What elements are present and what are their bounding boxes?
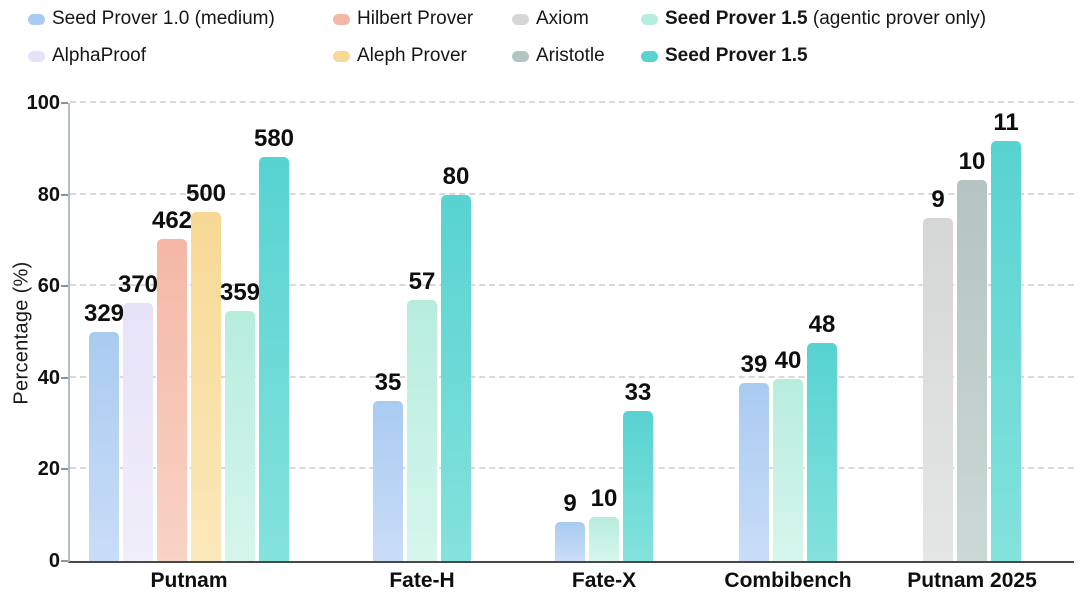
legend-label: Axiom: [536, 8, 589, 29]
legend-swatch-aristotle: [512, 51, 529, 62]
bar-value-label: 33: [624, 379, 652, 407]
gridline-100: [70, 101, 1074, 103]
x-category-label-combibench: Combibench: [724, 569, 852, 592]
bar-value-label: 80: [442, 162, 470, 190]
bar-value-label: 40: [774, 346, 802, 374]
legend-label: Aristotle: [536, 45, 605, 66]
legend-label: Hilbert Prover: [357, 8, 474, 29]
bar-value-label: 370: [117, 271, 159, 299]
bar-fate-h-seed15: [441, 194, 471, 561]
x-category-label-fate-h: Fate-H: [389, 569, 455, 592]
plot-area: 0 20 40 60 80 100 329 370 462 500 359 580 Putnam 35 57…: [27, 92, 1074, 592]
y-tick-mark: [61, 468, 68, 471]
legend-label: Seed Prover 1.5: [665, 45, 808, 66]
legend-swatch-axiom: [512, 14, 529, 25]
bar-putnam-alphaproof: [123, 303, 153, 561]
bar-combibench-seed10: [739, 382, 769, 561]
bar-value-label: 48: [808, 310, 836, 338]
bar-value-label: 9: [563, 490, 577, 518]
x-category-label-fate-x: Fate-X: [571, 569, 637, 592]
bar-fate-h-seed15agentic: [407, 299, 437, 561]
y-tick-mark: [61, 102, 68, 104]
legend-swatch-seed15agentic: [641, 14, 658, 25]
bar-value-label: 580: [253, 124, 295, 152]
legend-swatch-seed10: [28, 14, 45, 25]
bar-value-label: 329: [83, 299, 125, 327]
bar-value-label: 10: [590, 484, 618, 512]
legend: Seed Prover 1.0 (medium) Hilbert Prover Ax…: [0, 0, 1080, 78]
x-category-label-putnam: Putnam: [150, 569, 228, 592]
legend-swatch-aleph: [333, 51, 350, 62]
x-category-label-putnam-2025: Putnam 2025: [907, 569, 1037, 592]
legend-label: Seed Prover 1.5 (agentic prover only): [665, 8, 987, 29]
bar-putnam-seed10: [89, 331, 119, 561]
bar-putnam-seed15agentic: [225, 310, 255, 561]
legend-swatch-alphaproof: [28, 51, 45, 62]
gridline-60: [70, 284, 1074, 287]
legend-item-seed15: Seed Prover 1.5: [641, 43, 808, 69]
y-tick-label-20: 20: [37, 458, 60, 481]
bar-putnam-hilbert: [157, 239, 187, 561]
bar-value-label: 39: [740, 350, 768, 378]
bar-value-label: 35: [374, 368, 402, 396]
bar-value-label: 57: [408, 267, 436, 295]
bar-putnam-aleph: [191, 212, 221, 561]
bar-putnam-seed15: [259, 156, 289, 561]
y-tick-label-100: 100: [26, 92, 60, 114]
y-tick-label-40: 40: [37, 366, 60, 389]
legend-item-axiom: Axiom: [512, 6, 589, 32]
bar-fate-h-seed10: [373, 400, 403, 561]
gridline-20: [70, 467, 1074, 470]
y-tick-mark: [61, 193, 68, 196]
legend-label: Seed Prover 1.0 (medium): [52, 8, 275, 29]
gridline-40: [70, 375, 1074, 378]
bar-putnam-2025-aristotle: [957, 179, 987, 561]
bar-combibench-seed15agentic: [773, 378, 803, 561]
y-tick-mark: [61, 560, 68, 562]
legend-label: AlphaProof: [52, 45, 147, 66]
legend-item-hilbert: Hilbert Prover: [333, 6, 473, 32]
legend-item-seed15agentic: Seed Prover 1.5 (agentic prover only): [641, 6, 986, 32]
bar-value-label: 462: [151, 207, 193, 235]
y-tick-mark: [61, 376, 68, 379]
bar-value-label: 500: [185, 180, 227, 208]
legend-swatch-hilbert: [333, 14, 350, 25]
bar-putnam-2025-seed15: [991, 141, 1021, 561]
bar-putnam-2025-axiom: [923, 217, 953, 561]
gridline-80: [70, 192, 1074, 195]
y-tick-label-60: 60: [37, 275, 60, 298]
bar-fate-x-seed15: [623, 411, 653, 561]
bar-fate-x-seed10: [555, 522, 585, 561]
bar-value-label: 359: [219, 278, 261, 306]
y-tick-label-80: 80: [37, 183, 60, 206]
bar-combibench-seed15: [807, 342, 837, 561]
y-tick-label-0: 0: [48, 550, 60, 572]
legend-item-alphaproof: AlphaProof: [28, 43, 146, 69]
legend-item-aleph: Aleph Prover: [333, 43, 467, 69]
legend-item-seed10: Seed Prover 1.0 (medium): [28, 6, 275, 32]
legend-item-aristotle: Aristotle: [512, 43, 605, 69]
legend-swatch-seed15: [641, 51, 658, 62]
bar-value-label: 9: [931, 185, 945, 213]
bar-value-label: 11: [993, 109, 1019, 137]
bar-fate-x-seed15agentic: [589, 516, 619, 561]
bar-value-label: 10: [958, 147, 986, 175]
y-tick-mark: [61, 285, 68, 288]
legend-label: Aleph Prover: [357, 45, 467, 66]
